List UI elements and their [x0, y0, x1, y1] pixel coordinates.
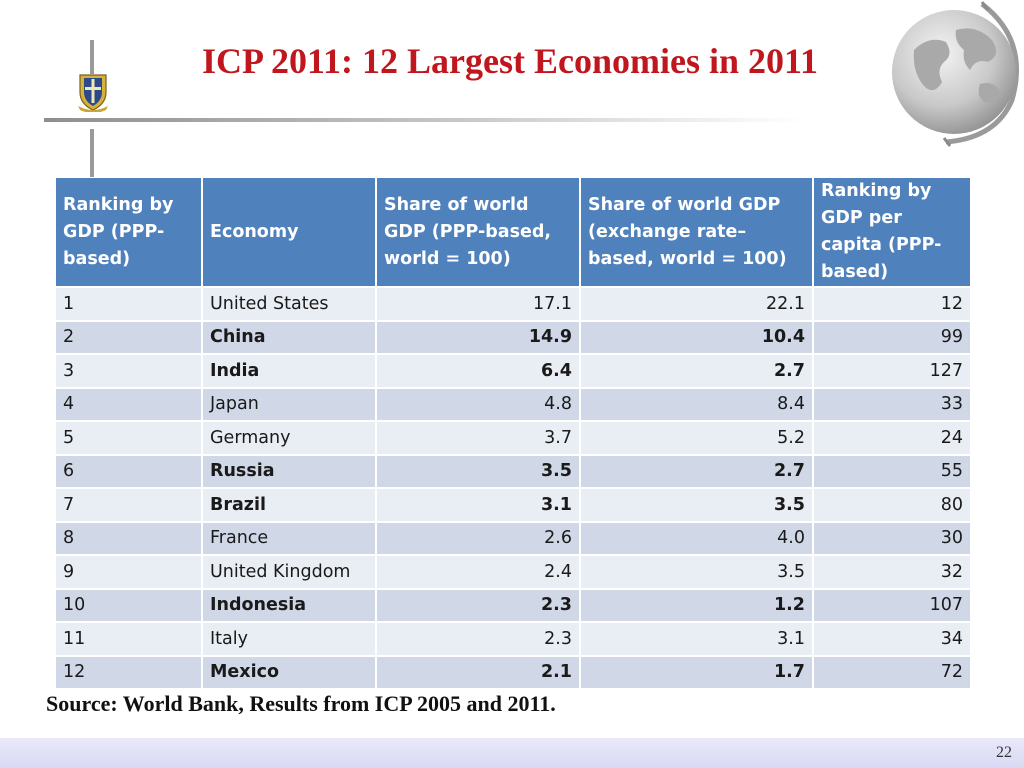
cell-exchange-rate-share: 4.0	[580, 521, 814, 556]
cell-per-capita-rank: 24	[813, 421, 970, 456]
cell-per-capita-rank: 30	[813, 521, 970, 556]
table-header-row: Ranking by GDP (PPP-based) Economy Share…	[56, 178, 970, 288]
cell-ppp-share: 2.3	[376, 588, 581, 623]
cell-exchange-rate-share: 10.4	[580, 320, 814, 355]
economies-table: Ranking by GDP (PPP-based) Economy Share…	[56, 178, 970, 690]
table-row: 2 China 14.9 10.4 99	[56, 320, 970, 355]
table-row: 4 Japan 4.8 8.4 33	[56, 387, 970, 422]
cell-rank: 12	[56, 655, 203, 690]
header-ppp-share: Share of world GDP (PPP-based, world = 1…	[376, 178, 581, 288]
header-economy: Economy	[202, 178, 377, 288]
table-row: 10 Indonesia 2.3 1.2 107	[56, 588, 970, 623]
table-row: 3 India 6.4 2.7 127	[56, 354, 970, 389]
cell-exchange-rate-share: 3.5	[580, 488, 814, 523]
table-row: 5 Germany 3.7 5.2 24	[56, 421, 970, 456]
cell-ppp-share: 2.3	[376, 622, 581, 657]
table-row: 6 Russia 3.5 2.7 55	[56, 454, 970, 489]
table-body: 1 United States 17.1 22.1 12 2 China 14.9 10.4 99…	[56, 287, 970, 690]
page-title: ICP 2011: 12 Largest Economies in 2011	[201, 41, 818, 81]
cell-per-capita-rank: 33	[813, 387, 970, 422]
cell-economy: Japan	[202, 387, 377, 422]
cell-per-capita-rank: 34	[813, 622, 970, 657]
cell-ppp-share: 17.1	[376, 287, 581, 322]
cell-ppp-share: 4.8	[376, 387, 581, 422]
table-row: 8 France 2.6 4.0 30	[56, 521, 970, 556]
cell-exchange-rate-share: 5.2	[580, 421, 814, 456]
header-vertical-bar-bottom	[90, 129, 94, 177]
cell-rank: 8	[56, 521, 203, 556]
cell-per-capita-rank: 80	[813, 488, 970, 523]
cell-exchange-rate-share: 1.2	[580, 588, 814, 623]
cell-economy: China	[202, 320, 377, 355]
cell-economy: United States	[202, 287, 377, 322]
cell-rank: 10	[56, 588, 203, 623]
cell-economy: Brazil	[202, 488, 377, 523]
cell-ppp-share: 2.1	[376, 655, 581, 690]
cell-exchange-rate-share: 1.7	[580, 655, 814, 690]
cell-per-capita-rank: 55	[813, 454, 970, 489]
cell-economy: Russia	[202, 454, 377, 489]
header-divider	[44, 118, 804, 122]
table-row: 12 Mexico 2.1 1.7 72	[56, 655, 970, 690]
table-row: 1 United States 17.1 22.1 12	[56, 287, 970, 322]
cell-economy: India	[202, 354, 377, 389]
header-per-capita-ranking: Ranking by GDP per capita (PPP-based)	[813, 178, 970, 288]
cell-ppp-share: 6.4	[376, 354, 581, 389]
cell-per-capita-rank: 107	[813, 588, 970, 623]
cell-per-capita-rank: 32	[813, 555, 970, 590]
table-row: 11 Italy 2.3 3.1 34	[56, 622, 970, 657]
cell-exchange-rate-share: 22.1	[580, 287, 814, 322]
cell-ppp-share: 3.5	[376, 454, 581, 489]
header-vertical-bar-top	[90, 40, 94, 74]
cell-rank: 9	[56, 555, 203, 590]
page-number: 22	[996, 744, 1012, 761]
cell-ppp-share: 2.4	[376, 555, 581, 590]
cell-per-capita-rank: 72	[813, 655, 970, 690]
cell-rank: 6	[56, 454, 203, 489]
cell-economy: Germany	[202, 421, 377, 456]
cell-economy: Mexico	[202, 655, 377, 690]
cell-per-capita-rank: 127	[813, 354, 970, 389]
cell-exchange-rate-share: 2.7	[580, 354, 814, 389]
cell-exchange-rate-share: 3.5	[580, 555, 814, 590]
cell-rank: 4	[56, 387, 203, 422]
cell-exchange-rate-share: 3.1	[580, 622, 814, 657]
source-note: Source: World Bank, Results from ICP 200…	[46, 691, 556, 716]
header-gdp-ranking: Ranking by GDP (PPP-based)	[56, 178, 203, 288]
cell-rank: 5	[56, 421, 203, 456]
cell-economy: Indonesia	[202, 588, 377, 623]
cell-rank: 1	[56, 287, 203, 322]
cell-rank: 2	[56, 320, 203, 355]
header-exchange-rate-share: Share of world GDP (exchange rate–based,…	[580, 178, 814, 288]
cell-rank: 3	[56, 354, 203, 389]
cell-economy: France	[202, 521, 377, 556]
cell-exchange-rate-share: 2.7	[580, 454, 814, 489]
cell-economy: Italy	[202, 622, 377, 657]
university-crest-icon	[78, 74, 108, 112]
cell-ppp-share: 14.9	[376, 320, 581, 355]
cell-exchange-rate-share: 8.4	[580, 387, 814, 422]
cell-ppp-share: 2.6	[376, 521, 581, 556]
cell-economy: United Kingdom	[202, 555, 377, 590]
cell-per-capita-rank: 12	[813, 287, 970, 322]
footer-bar	[0, 738, 1024, 768]
cell-ppp-share: 3.7	[376, 421, 581, 456]
table-row: 7 Brazil 3.1 3.5 80	[56, 488, 970, 523]
cell-per-capita-rank: 99	[813, 320, 970, 355]
table-row: 9 United Kingdom 2.4 3.5 32	[56, 555, 970, 590]
cell-rank: 11	[56, 622, 203, 657]
globe-icon	[892, 1, 1020, 147]
cell-ppp-share: 3.1	[376, 488, 581, 523]
cell-rank: 7	[56, 488, 203, 523]
